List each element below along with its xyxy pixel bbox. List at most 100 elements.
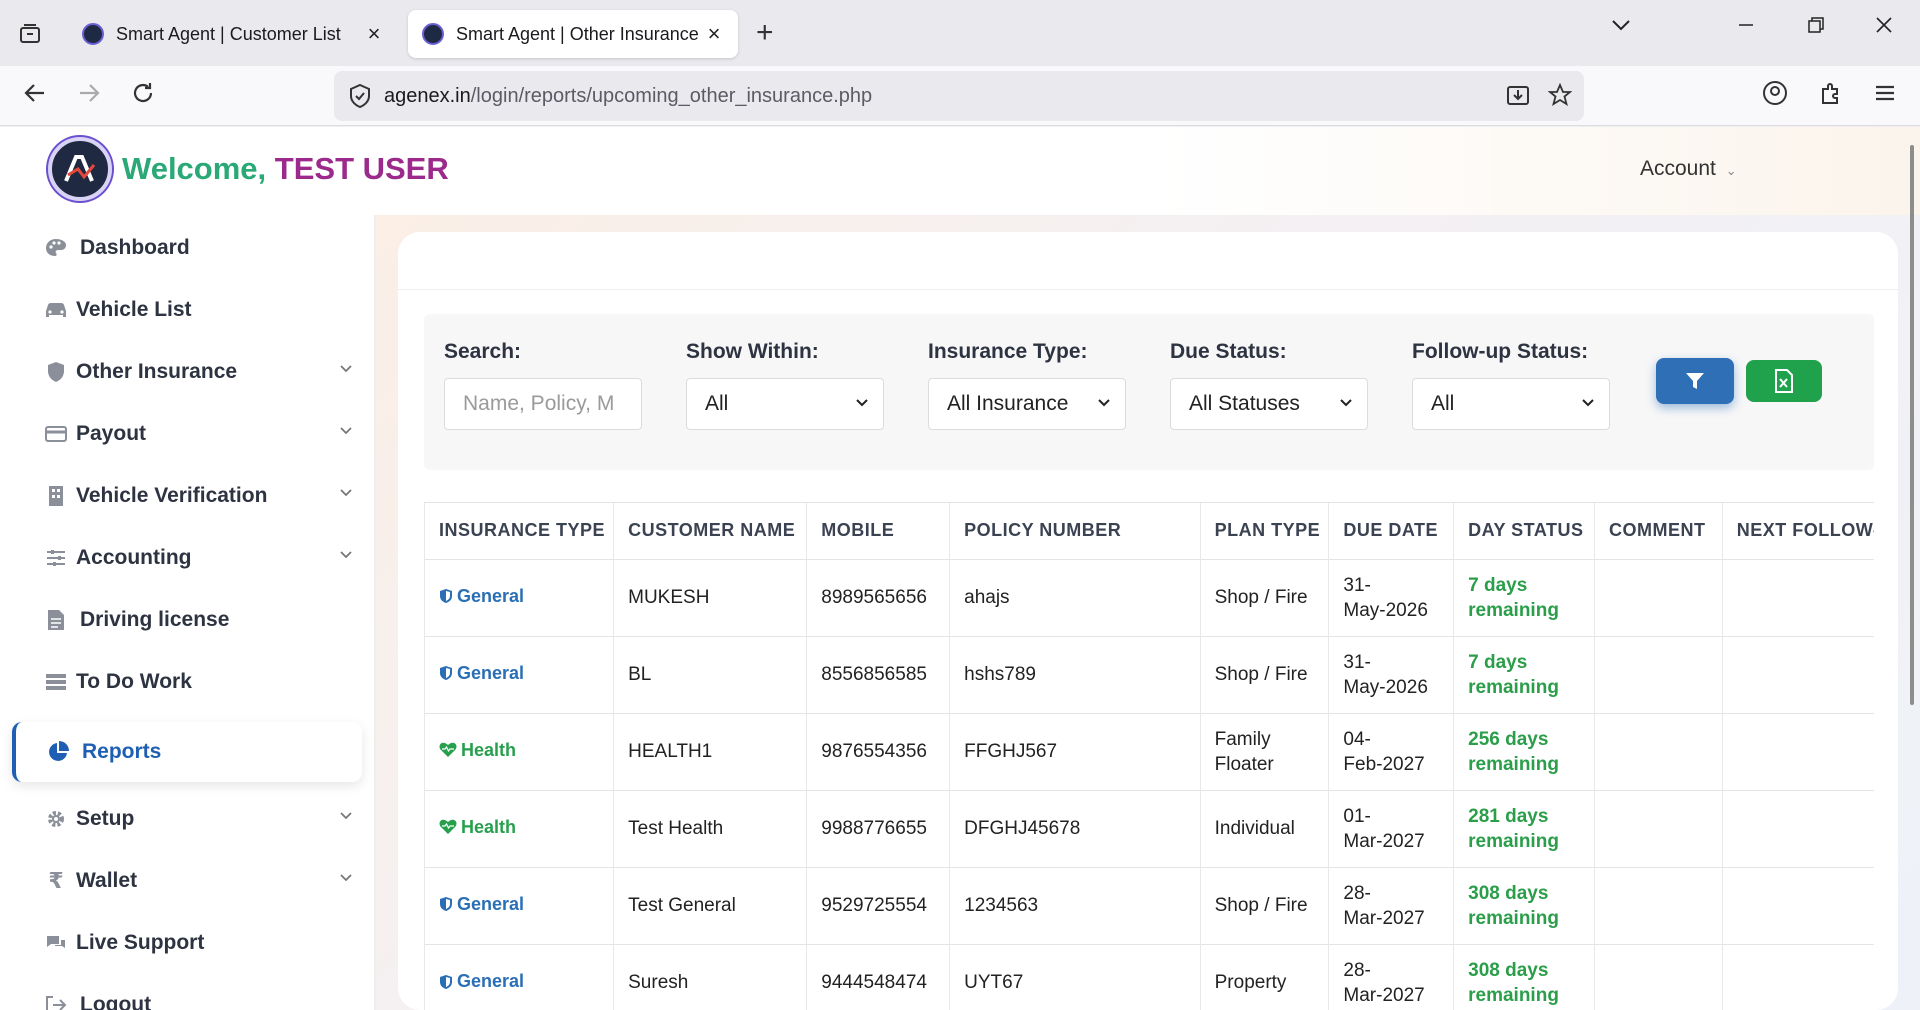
search-input[interactable]: Name, Policy, M <box>444 378 642 430</box>
day-status-cell: 308 days remaining <box>1453 943 1595 1010</box>
sidebar-item-label: Vehicle Verification <box>76 484 268 507</box>
sidebar-item-to-do-work[interactable]: To Do Work <box>0 657 375 707</box>
chevron-down-icon <box>339 361 353 379</box>
restore-icon[interactable] <box>1806 14 1826 42</box>
plan-type-part: Floater <box>1214 753 1274 775</box>
chevron-down-icon <box>1339 395 1353 411</box>
back-icon[interactable] <box>22 80 48 113</box>
day-status-cell: 281 days remaining <box>1453 789 1595 867</box>
due-date-cell: 04- Feb-2027 <box>1328 712 1455 790</box>
reload-icon[interactable] <box>130 80 156 113</box>
download-icon[interactable] <box>1506 83 1530 113</box>
tab-overflow-chevron-icon[interactable] <box>1610 14 1632 43</box>
insurance-type-text: General <box>457 971 525 991</box>
brand-logo[interactable] <box>48 137 112 201</box>
sidebar-item-driving-license[interactable]: Driving license <box>0 595 375 645</box>
export-excel-button[interactable] <box>1746 360 1822 402</box>
close-tab-icon[interactable]: × <box>707 21 721 46</box>
new-tab-icon[interactable]: + <box>756 16 774 49</box>
due-date-cell: 01- Mar-2027 <box>1328 789 1455 867</box>
follow-up-status-value: All <box>1431 392 1455 415</box>
show-within-value: All <box>705 392 729 415</box>
tab-list-icon[interactable] <box>14 18 46 50</box>
column-header[interactable]: MOBILE <box>806 503 951 559</box>
due-date-part: 28- <box>1343 959 1371 981</box>
building-icon <box>36 485 76 507</box>
app-header: Welcome, TEST USER Account ⌄ <box>0 127 1920 215</box>
browser-tab-other-insurance[interactable]: Smart Agent | Other Insurance F × <box>408 10 738 58</box>
column-header[interactable]: DAY STATUS <box>1453 503 1595 559</box>
favicon-icon <box>82 23 104 45</box>
day-status-part: remaining <box>1468 830 1559 852</box>
due-date-part: 04- <box>1343 728 1371 750</box>
address-bar[interactable]: agenex.in/login/reports/upcoming_other_i… <box>334 71 1584 121</box>
day-status-cell: 256 days remaining <box>1453 712 1595 790</box>
follow-up-status-filter: Follow-up Status: All <box>1412 340 1610 430</box>
insurance-type-text: General <box>457 893 525 914</box>
insurance-type-badge: Health <box>439 738 516 763</box>
sidebar-item-other-insurance[interactable]: Other Insurance <box>0 347 375 397</box>
sidebar-item-vehicle-list[interactable]: Vehicle List <box>0 285 375 335</box>
account-menu[interactable]: Account ⌄ <box>1640 157 1737 181</box>
follow-up-status-select[interactable]: All <box>1412 378 1610 430</box>
bookmark-star-icon[interactable] <box>1547 82 1573 113</box>
sidebar-item-wallet[interactable]: ₹ Wallet <box>0 856 375 906</box>
column-header[interactable]: PLAN TYPE <box>1200 503 1330 559</box>
column-header[interactable]: COMMENT <box>1594 503 1723 559</box>
sidebar-item-reports[interactable]: Reports <box>12 722 362 782</box>
close-tab-icon[interactable]: × <box>367 21 381 46</box>
next-follow-up-cell <box>1722 635 1874 713</box>
due-date-part: 28- <box>1343 882 1371 904</box>
column-header[interactable]: DUE DATE <box>1328 503 1455 559</box>
insurance-type-badge: General <box>439 661 524 686</box>
apply-filter-button[interactable] <box>1656 358 1734 404</box>
extensions-icon[interactable] <box>1818 80 1844 113</box>
sidebar-item-dashboard[interactable]: Dashboard <box>0 223 375 273</box>
minimize-icon[interactable] <box>1736 14 1756 42</box>
browser-nav-bar: agenex.in/login/reports/upcoming_other_i… <box>0 66 1920 126</box>
sidebar-item-payout[interactable]: Payout <box>0 409 375 459</box>
due-date-part: 01- <box>1343 805 1371 827</box>
column-header[interactable]: POLICY NUMBER <box>949 503 1201 559</box>
search-filter: Search: Name, Policy, M <box>444 340 642 430</box>
insurance-type-badge: General <box>439 892 524 917</box>
next-follow-up-cell <box>1722 943 1874 1010</box>
plan-type-part: Family <box>1214 728 1271 750</box>
day-status-cell: 7 days remaining <box>1453 635 1595 713</box>
due-date-part: Mar-2027 <box>1343 984 1425 1006</box>
column-header[interactable]: INSURANCE TYPE <box>424 503 615 559</box>
forward-icon[interactable] <box>76 80 102 113</box>
show-within-select[interactable]: All <box>686 378 884 430</box>
filter-panel: Search: Name, Policy, M Show Within: All… <box>424 314 1874 470</box>
plan-type-cell: Shop / Fire <box>1200 558 1330 636</box>
due-status-filter: Due Status: All Statuses <box>1170 340 1368 430</box>
sidebar-item-logout[interactable]: Logout <box>0 980 375 1010</box>
account-circle-icon[interactable] <box>1762 80 1788 113</box>
insurance-type-badge: General <box>439 584 524 609</box>
day-status-part: remaining <box>1468 599 1559 621</box>
column-header[interactable]: CUSTOMER NAME <box>613 503 808 559</box>
insurance-type-select[interactable]: All Insurance <box>928 378 1126 430</box>
sidebar-item-vehicle-verification[interactable]: Vehicle Verification <box>0 471 375 521</box>
chevron-down-icon: ⌄ <box>1725 163 1737 178</box>
site-security-shield-icon[interactable] <box>348 83 372 115</box>
sidebar-item-label: Live Support <box>76 931 205 954</box>
due-date-part: May-2026 <box>1343 676 1428 698</box>
sidebar-item-live-support[interactable]: Live Support <box>0 918 375 968</box>
close-window-icon[interactable] <box>1874 14 1894 42</box>
next-follow-up-cell <box>1722 789 1874 867</box>
browser-tab-customer-list[interactable]: Smart Agent | Customer List × <box>68 10 398 58</box>
tab-title: Smart Agent | Other Insurance F <box>456 23 704 44</box>
plan-type-cell: Family Floater <box>1200 712 1330 790</box>
page-scrollbar[interactable] <box>1910 145 1914 705</box>
column-header[interactable]: NEXT FOLLOW-U <box>1722 503 1874 559</box>
sidebar-item-accounting[interactable]: Accounting <box>0 533 375 583</box>
favicon-icon <box>422 23 444 45</box>
customer-name-cell: Test General <box>613 866 808 944</box>
list-icon <box>36 673 76 691</box>
due-status-select[interactable]: All Statuses <box>1170 378 1368 430</box>
tab-title: Smart Agent | Customer List <box>116 23 341 44</box>
comment-cell <box>1594 558 1723 636</box>
sidebar-item-setup[interactable]: Setup <box>0 794 375 844</box>
menu-hamburger-icon[interactable] <box>1872 80 1898 113</box>
